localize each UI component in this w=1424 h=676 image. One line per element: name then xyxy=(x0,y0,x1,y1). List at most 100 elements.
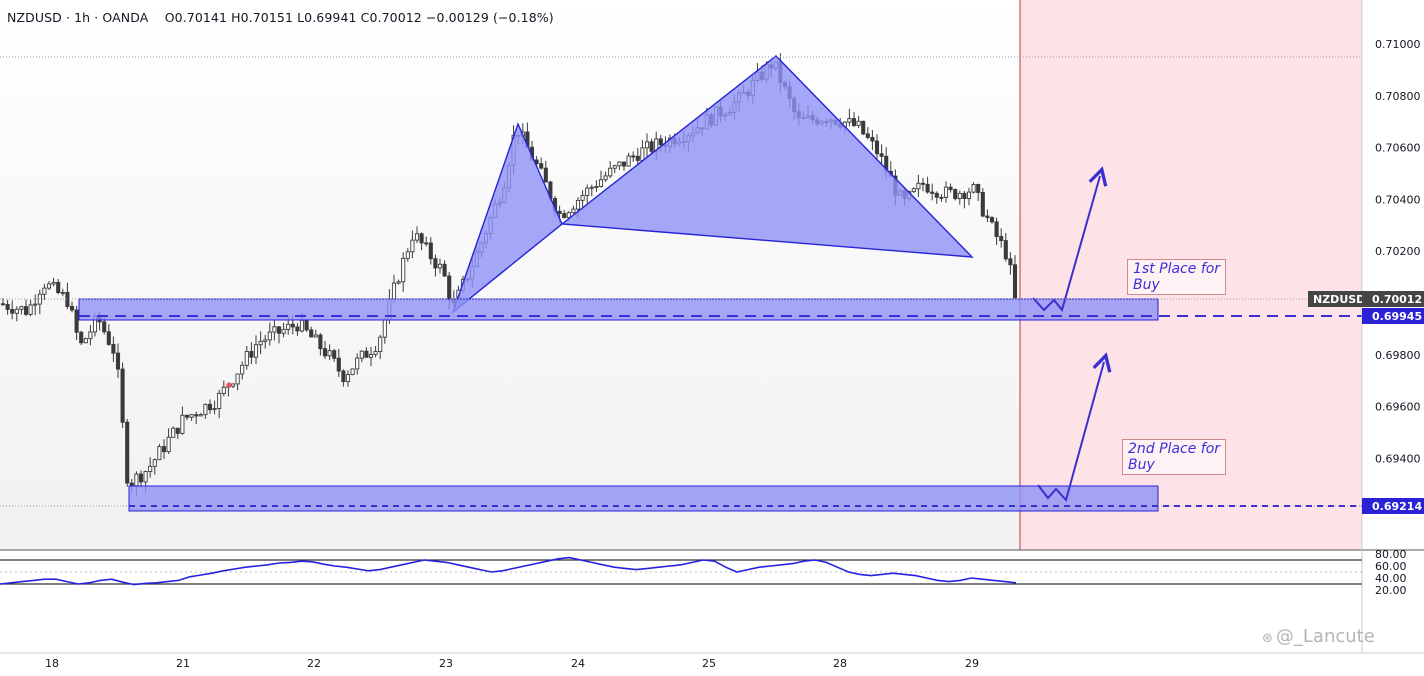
candle-body xyxy=(198,414,203,417)
candle-body xyxy=(916,182,921,190)
high-value: H0.70151 xyxy=(231,10,294,25)
rsi-line xyxy=(0,556,1017,586)
candle-body xyxy=(295,326,300,332)
candle-body xyxy=(51,281,56,285)
candle-body xyxy=(0,303,6,306)
candle-body xyxy=(207,403,213,411)
candle-body xyxy=(543,167,548,183)
candle-body xyxy=(373,351,378,355)
candle-body xyxy=(263,339,268,342)
candle-body xyxy=(355,357,360,370)
candle-body xyxy=(138,473,144,483)
candle-body xyxy=(217,392,222,409)
candle-body xyxy=(957,192,962,200)
current-price-text: 0.70012 xyxy=(1372,293,1422,306)
candle-body xyxy=(189,414,194,418)
candle-body xyxy=(111,343,116,354)
weibo-icon: ⊛ xyxy=(1262,631,1273,646)
candle-body xyxy=(184,414,190,418)
candle-body xyxy=(313,334,318,338)
price-tick-label: 0.69400 xyxy=(1375,452,1421,465)
candle-body xyxy=(856,120,861,126)
candle-body xyxy=(557,210,562,215)
candle-body xyxy=(203,403,208,416)
level-2-badge xyxy=(1362,498,1424,514)
candle-body xyxy=(419,233,424,244)
candle-body xyxy=(290,323,295,328)
candle-body xyxy=(230,383,236,387)
candle-body xyxy=(46,283,52,289)
candle-body xyxy=(585,187,590,196)
candle-body xyxy=(870,136,875,142)
candle-body xyxy=(635,155,640,161)
candle-body xyxy=(971,184,976,193)
candle-body xyxy=(1003,240,1008,260)
candle-body xyxy=(649,141,654,152)
candle-body xyxy=(129,482,134,487)
candle-body xyxy=(433,258,438,269)
candle-body xyxy=(948,186,953,191)
candle-body xyxy=(336,357,341,372)
candle-body xyxy=(401,257,406,283)
candle-body xyxy=(327,350,332,357)
time-axis[interactable]: 18 21 22 23 24 25 28 29 xyxy=(45,657,979,670)
symbol-header: NZDUSD · 1h · OANDA O0.70141 H0.70151 L0… xyxy=(7,10,554,25)
candle-body xyxy=(437,263,443,269)
candle-body xyxy=(19,306,24,310)
level-1-badge-text: 0.69945 xyxy=(1372,310,1422,323)
candle-body xyxy=(106,331,111,345)
candle-body xyxy=(999,236,1004,241)
candle-body xyxy=(272,326,277,333)
candle-body xyxy=(304,319,309,331)
rsi-indicator xyxy=(0,556,1362,586)
candle-body xyxy=(69,306,75,311)
candle-body xyxy=(249,351,254,358)
candle-body xyxy=(166,436,171,453)
candle-body xyxy=(874,140,880,155)
symbol-name[interactable]: NZDUSD xyxy=(7,10,62,25)
price-tick-label: 0.70800 xyxy=(1375,90,1421,103)
candle-body xyxy=(240,364,245,375)
harmonic-pattern xyxy=(451,55,974,315)
candle-body xyxy=(617,161,622,167)
candle-body xyxy=(83,338,88,344)
candle-body xyxy=(28,304,33,315)
candle-body xyxy=(364,350,369,358)
candle-body xyxy=(847,118,852,123)
price-axis[interactable]: 0.71000 0.70800 0.70600 0.70400 0.70200 0.698… xyxy=(1308,38,1424,514)
candle-body xyxy=(281,328,286,334)
candle-body xyxy=(994,221,999,237)
pattern-triangle-bcd xyxy=(560,55,974,258)
time-tick-label: 28 xyxy=(833,657,847,670)
candle-body xyxy=(447,275,452,301)
candle-body xyxy=(143,471,148,483)
interval[interactable]: 1h xyxy=(74,10,91,25)
open-value: O0.70141 xyxy=(164,10,228,25)
candle-body xyxy=(258,340,263,346)
pattern-triangle-xab xyxy=(451,122,563,315)
candle-body xyxy=(332,350,337,359)
candle-body xyxy=(5,303,10,310)
zone-2-label: 2nd Place for Buy xyxy=(1122,439,1227,475)
candle-body xyxy=(644,141,650,149)
symbol-badge-text: NZDUSD xyxy=(1313,293,1365,306)
candle-body xyxy=(851,118,857,126)
zone-1-label: 1st Place for Buy xyxy=(1127,259,1227,295)
candle-body xyxy=(428,242,433,260)
time-tick-label: 29 xyxy=(965,657,979,670)
candle-body xyxy=(60,291,65,294)
candle-body xyxy=(575,199,581,210)
candle-body xyxy=(920,182,926,185)
candle-body xyxy=(14,308,19,314)
candle-body xyxy=(1008,258,1013,266)
candle-body xyxy=(286,323,291,330)
candle-body xyxy=(391,282,397,300)
candle-body xyxy=(235,373,240,385)
candle-body xyxy=(56,281,61,294)
candle-body xyxy=(309,329,314,338)
forecast-arrow-2 xyxy=(1037,362,1104,503)
candle-body xyxy=(359,350,364,359)
price-tick-label: 0.71000 xyxy=(1375,38,1421,51)
candle-body xyxy=(603,175,608,181)
candle-body xyxy=(640,147,645,161)
